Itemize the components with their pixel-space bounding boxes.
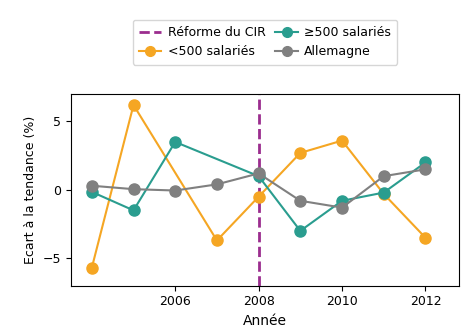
Y-axis label: Ecart à la tendance (%): Ecart à la tendance (%) — [24, 116, 37, 264]
X-axis label: Année: Année — [243, 314, 287, 328]
Legend: Réforme du CIR, <500 salariés, ≥500 salariés, Allemagne: Réforme du CIR, <500 salariés, ≥500 sala… — [132, 20, 397, 65]
